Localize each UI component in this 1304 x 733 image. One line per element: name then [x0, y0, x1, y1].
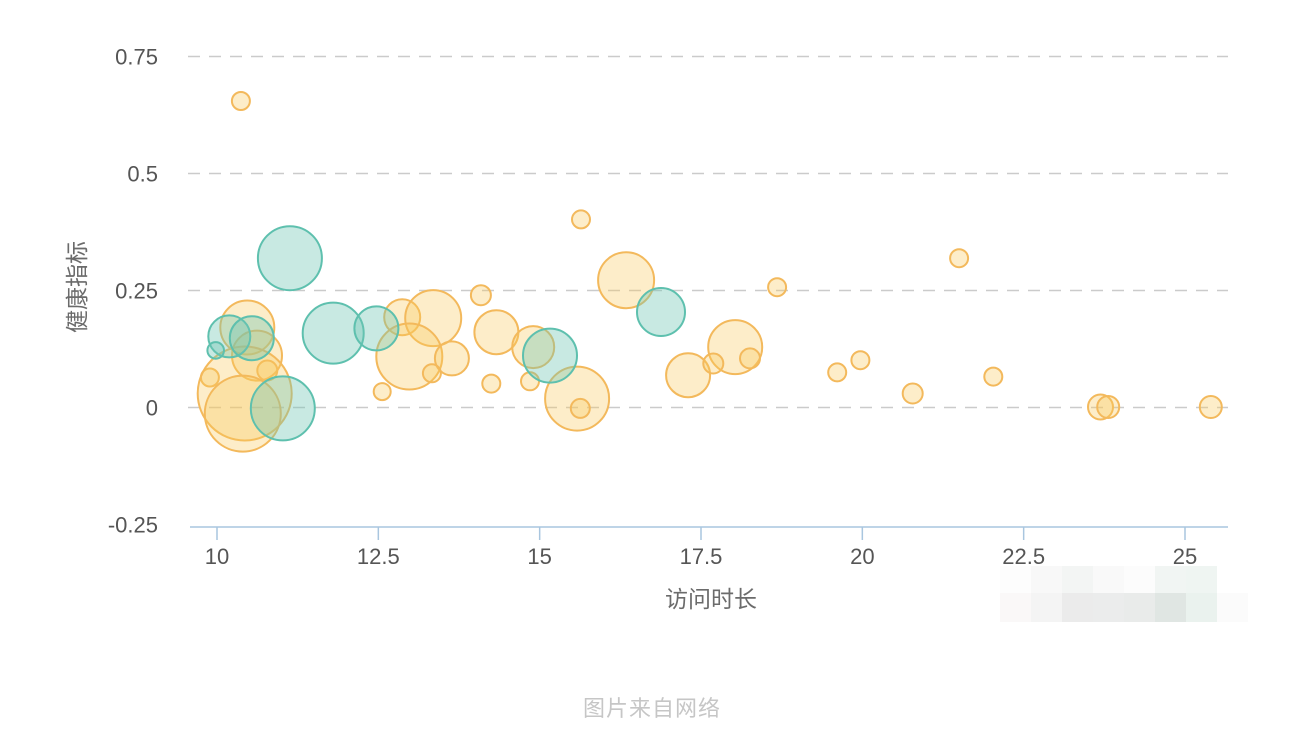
- orange-bubble[interactable]: [404, 289, 463, 348]
- x-tick-label: 15: [527, 544, 551, 569]
- orange-bubble[interactable]: [739, 347, 761, 370]
- teal-bubble[interactable]: [249, 375, 316, 442]
- image-source-caption: 图片来自网络: [582, 696, 722, 721]
- watermark-cell: [1062, 593, 1093, 622]
- orange-bubble[interactable]: [375, 322, 444, 391]
- x-tick-label: 12.5: [357, 544, 400, 569]
- watermark-cell: [1124, 593, 1155, 622]
- orange-bubble[interactable]: [665, 352, 712, 399]
- y-tick-label: 0.75: [115, 45, 158, 70]
- watermark-cell: [1155, 593, 1186, 622]
- orange-bubble[interactable]: [949, 248, 970, 269]
- watermark-cell: [1031, 593, 1062, 622]
- teal-bubble[interactable]: [301, 301, 365, 365]
- orange-bubble[interactable]: [1198, 395, 1223, 419]
- orange-bubble[interactable]: [1087, 393, 1114, 421]
- y-axis-title: 健康指标: [64, 241, 90, 333]
- teal-bubble[interactable]: [522, 327, 578, 384]
- orange-bubble[interactable]: [827, 362, 848, 383]
- orange-bubble[interactable]: [231, 329, 283, 382]
- teal-bubble[interactable]: [228, 315, 275, 362]
- orange-bubble[interactable]: [702, 352, 725, 375]
- x-tick-label: 10: [205, 544, 229, 569]
- watermark-mosaic: [1000, 566, 1248, 622]
- y-tick-label: 0.25: [115, 279, 158, 304]
- teal-bubble[interactable]: [636, 287, 686, 337]
- watermark-cell: [1000, 566, 1031, 593]
- teal-bubble[interactable]: [256, 225, 323, 292]
- orange-bubble[interactable]: [571, 209, 591, 230]
- orange-bubble[interactable]: [983, 366, 1004, 387]
- orange-bubble[interactable]: [569, 397, 591, 419]
- y-tick-label: 0.5: [127, 162, 158, 187]
- watermark-cell: [1155, 566, 1186, 593]
- x-tick-label: 20: [850, 544, 874, 569]
- x-axis-title: 访问时长: [665, 586, 757, 612]
- orange-bubble[interactable]: [901, 382, 924, 405]
- orange-bubble[interactable]: [597, 251, 656, 310]
- orange-bubble[interactable]: [230, 91, 251, 111]
- orange-bubble[interactable]: [850, 350, 871, 371]
- y-tick-label: -0.25: [108, 513, 158, 538]
- orange-bubble[interactable]: [481, 373, 502, 394]
- orange-bubble[interactable]: [469, 284, 492, 307]
- watermark-cell: [1000, 593, 1031, 622]
- orange-bubble[interactable]: [196, 345, 293, 442]
- watermark-cell: [1217, 566, 1248, 593]
- orange-bubble[interactable]: [1096, 395, 1121, 419]
- watermark-cell: [1093, 566, 1124, 593]
- watermark-cell: [1186, 566, 1217, 593]
- orange-bubble[interactable]: [767, 277, 788, 298]
- teal-bubble[interactable]: [206, 341, 225, 360]
- teal-bubble[interactable]: [353, 305, 400, 352]
- orange-bubble[interactable]: [421, 363, 442, 384]
- watermark-cell: [1062, 566, 1093, 593]
- watermark-cell: [1124, 566, 1155, 593]
- orange-bubble[interactable]: [372, 382, 392, 402]
- watermark-cell: [1031, 566, 1062, 593]
- orange-bubble[interactable]: [383, 298, 422, 337]
- watermark-cell: [1217, 593, 1248, 622]
- x-tick-label: 17.5: [680, 544, 723, 569]
- orange-bubble[interactable]: [433, 340, 470, 377]
- y-tick-label: 0: [146, 396, 158, 421]
- x-tick-label: 22.5: [1002, 544, 1045, 569]
- x-tick-label: 25: [1173, 544, 1197, 569]
- watermark-cell: [1186, 593, 1217, 622]
- watermark-cell: [1093, 593, 1124, 622]
- orange-bubble[interactable]: [707, 319, 764, 376]
